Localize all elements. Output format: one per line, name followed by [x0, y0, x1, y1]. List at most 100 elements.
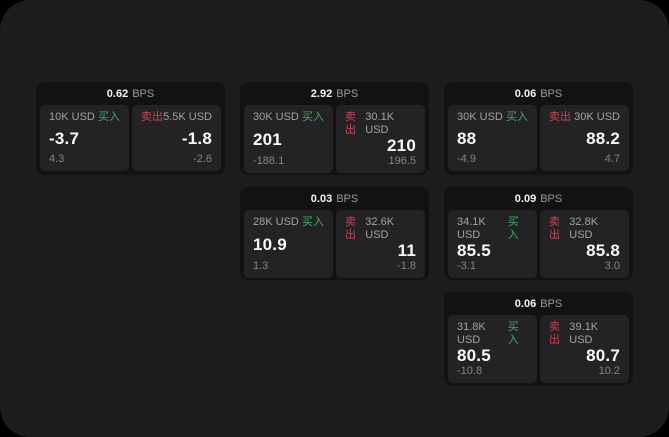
bps-unit-label: BPS	[540, 193, 563, 205]
buy-label: 买入	[507, 321, 519, 346]
bps-header: 0.06 BPS	[448, 86, 629, 103]
buy-panel[interactable]: 31.8K USD 买入 80.5 -10.8	[448, 315, 537, 383]
buy-price: 85.5	[457, 241, 491, 260]
buy-panel-top: 31.8K USD 买入	[457, 321, 528, 347]
quote-card-5: 0.09 BPS 34.1K USD 买入 85.5 -3.1 卖出 32.8K…	[444, 187, 633, 280]
buy-label: 买入	[98, 111, 120, 123]
sell-change: 4.7	[604, 153, 620, 165]
sell-panel[interactable]: 卖出 5.5K USD -1.8 -2.6	[132, 105, 221, 171]
quote-panels: 10K USD 买入 -3.7 4.3 卖出 5.5K USD -1.8 -2.…	[40, 105, 221, 171]
bps-header: 0.62 BPS	[40, 86, 221, 103]
bps-header: 0.09 BPS	[448, 191, 629, 208]
buy-change: 1.3	[253, 260, 269, 272]
sell-price: 11	[397, 241, 416, 260]
buy-panel-top: 28K USD 买入	[253, 216, 324, 229]
buy-change: 4.3	[49, 153, 65, 165]
sell-amount: 39.1K USD	[569, 321, 599, 346]
sell-amount: 5.5K USD	[163, 111, 212, 123]
buy-amount: 31.8K USD	[457, 321, 486, 346]
buy-label: 买入	[507, 216, 519, 241]
sell-price: 80.7	[586, 346, 620, 365]
buy-change: -3.1	[457, 260, 476, 272]
buy-amount: 10K USD	[49, 111, 95, 123]
quote-panels: 30K USD 买入 201 -188.1 卖出 30.1K USD 210 1…	[244, 105, 425, 173]
sell-panel[interactable]: 卖出 32.6K USD 11 -1.8	[336, 210, 425, 278]
sell-amount: 32.8K USD	[569, 216, 599, 241]
buy-amount: 30K USD	[457, 111, 503, 123]
sell-label: 卖出	[549, 111, 571, 123]
buy-panel[interactable]: 30K USD 买入 201 -188.1	[244, 105, 333, 173]
sell-label: 卖出	[549, 216, 560, 241]
buy-amount: 30K USD	[253, 111, 299, 123]
bps-value: 0.62	[106, 88, 129, 100]
sell-panel-top: 卖出 32.6K USD	[345, 216, 416, 242]
quote-panels: 30K USD 买入 88 -4.9 卖出 30K USD 88.2 4.7	[448, 105, 629, 171]
bps-value: 0.06	[514, 88, 537, 100]
sell-change: 10.2	[598, 365, 620, 377]
quote-card-4: 0.03 BPS 28K USD 买入 10.9 1.3 卖出 32.6K US…	[240, 187, 429, 280]
bps-unit-label: BPS	[336, 193, 359, 205]
sell-change: -1.8	[397, 260, 416, 272]
sell-change: 196.5	[388, 155, 416, 167]
bps-unit-label: BPS	[336, 88, 359, 100]
buy-amount: 34.1K USD	[457, 216, 486, 241]
sell-amount: 32.6K USD	[365, 216, 395, 241]
sell-panel[interactable]: 卖出 39.1K USD 80.7 10.2	[540, 315, 629, 383]
sell-amount: 30.1K USD	[365, 111, 395, 136]
sell-price: -1.8	[181, 128, 212, 148]
sell-panel-top: 卖出 30.1K USD	[345, 111, 416, 137]
quote-panels: 34.1K USD 买入 85.5 -3.1 卖出 32.8K USD 85.8…	[448, 210, 629, 278]
bps-value: 2.92	[310, 88, 333, 100]
buy-panel-top: 30K USD 买入	[457, 111, 528, 124]
bps-value: 0.09	[514, 193, 537, 205]
bps-unit-label: BPS	[132, 88, 155, 100]
buy-panel-top: 30K USD 买入	[253, 111, 324, 124]
buy-panel-top: 10K USD 买入	[49, 111, 120, 124]
sell-amount: 30K USD	[574, 111, 620, 123]
sell-panel-top: 卖出 5.5K USD	[141, 111, 212, 124]
sell-label: 卖出	[345, 216, 356, 241]
buy-panel[interactable]: 28K USD 买入 10.9 1.3	[244, 210, 333, 278]
buy-amount: 28K USD	[253, 216, 299, 228]
sell-price: 88.2	[586, 128, 620, 148]
bps-header: 0.03 BPS	[244, 191, 425, 208]
quote-card-3: 0.06 BPS 30K USD 买入 88 -4.9 卖出 30K USD 8…	[444, 82, 633, 175]
quote-panels: 31.8K USD 买入 80.5 -10.8 卖出 39.1K USD 80.…	[448, 315, 629, 383]
buy-label: 买入	[506, 111, 528, 123]
buy-panel[interactable]: 34.1K USD 买入 85.5 -3.1	[448, 210, 537, 278]
buy-price: 88	[457, 128, 477, 148]
buy-change: -4.9	[457, 153, 476, 165]
sell-panel-top: 卖出 39.1K USD	[549, 321, 620, 347]
buy-price: 10.9	[253, 234, 287, 254]
sell-panel[interactable]: 卖出 30.1K USD 210 196.5	[336, 105, 425, 173]
sell-panel[interactable]: 卖出 30K USD 88.2 4.7	[540, 105, 629, 171]
sell-price: 210	[387, 136, 416, 155]
sell-label: 卖出	[345, 111, 356, 136]
buy-panel-top: 34.1K USD 买入	[457, 216, 528, 242]
sell-change: 3.0	[604, 260, 620, 272]
bps-unit-label: BPS	[540, 88, 563, 100]
sell-change: -2.6	[193, 153, 212, 165]
sell-panel-top: 卖出 32.8K USD	[549, 216, 620, 242]
buy-label: 买入	[302, 216, 324, 228]
bps-header: 0.06 BPS	[448, 296, 629, 313]
buy-panel[interactable]: 30K USD 买入 88 -4.9	[448, 105, 537, 171]
quote-card-2: 2.92 BPS 30K USD 买入 201 -188.1 卖出 30.1K …	[240, 82, 429, 175]
buy-label: 买入	[302, 111, 324, 123]
bps-value: 0.06	[514, 298, 537, 310]
quote-card-1: 0.62 BPS 10K USD 买入 -3.7 4.3 卖出 5.5K USD…	[36, 82, 225, 175]
buy-price: -3.7	[49, 128, 80, 148]
sell-panel-top: 卖出 30K USD	[549, 111, 620, 124]
buy-change: -10.8	[457, 365, 483, 377]
buy-change: -188.1	[253, 155, 285, 167]
buy-price: 80.5	[457, 346, 491, 365]
quote-panels: 28K USD 买入 10.9 1.3 卖出 32.6K USD 11 -1.8	[244, 210, 425, 278]
bps-unit-label: BPS	[540, 298, 563, 310]
buy-panel[interactable]: 10K USD 买入 -3.7 4.3	[40, 105, 129, 171]
quote-card-6: 0.06 BPS 31.8K USD 买入 80.5 -10.8 卖出 39.1…	[444, 292, 633, 385]
sell-panel[interactable]: 卖出 32.8K USD 85.8 3.0	[540, 210, 629, 278]
bps-header: 2.92 BPS	[244, 86, 425, 103]
sell-label: 卖出	[141, 111, 163, 123]
buy-price: 201	[253, 129, 282, 149]
